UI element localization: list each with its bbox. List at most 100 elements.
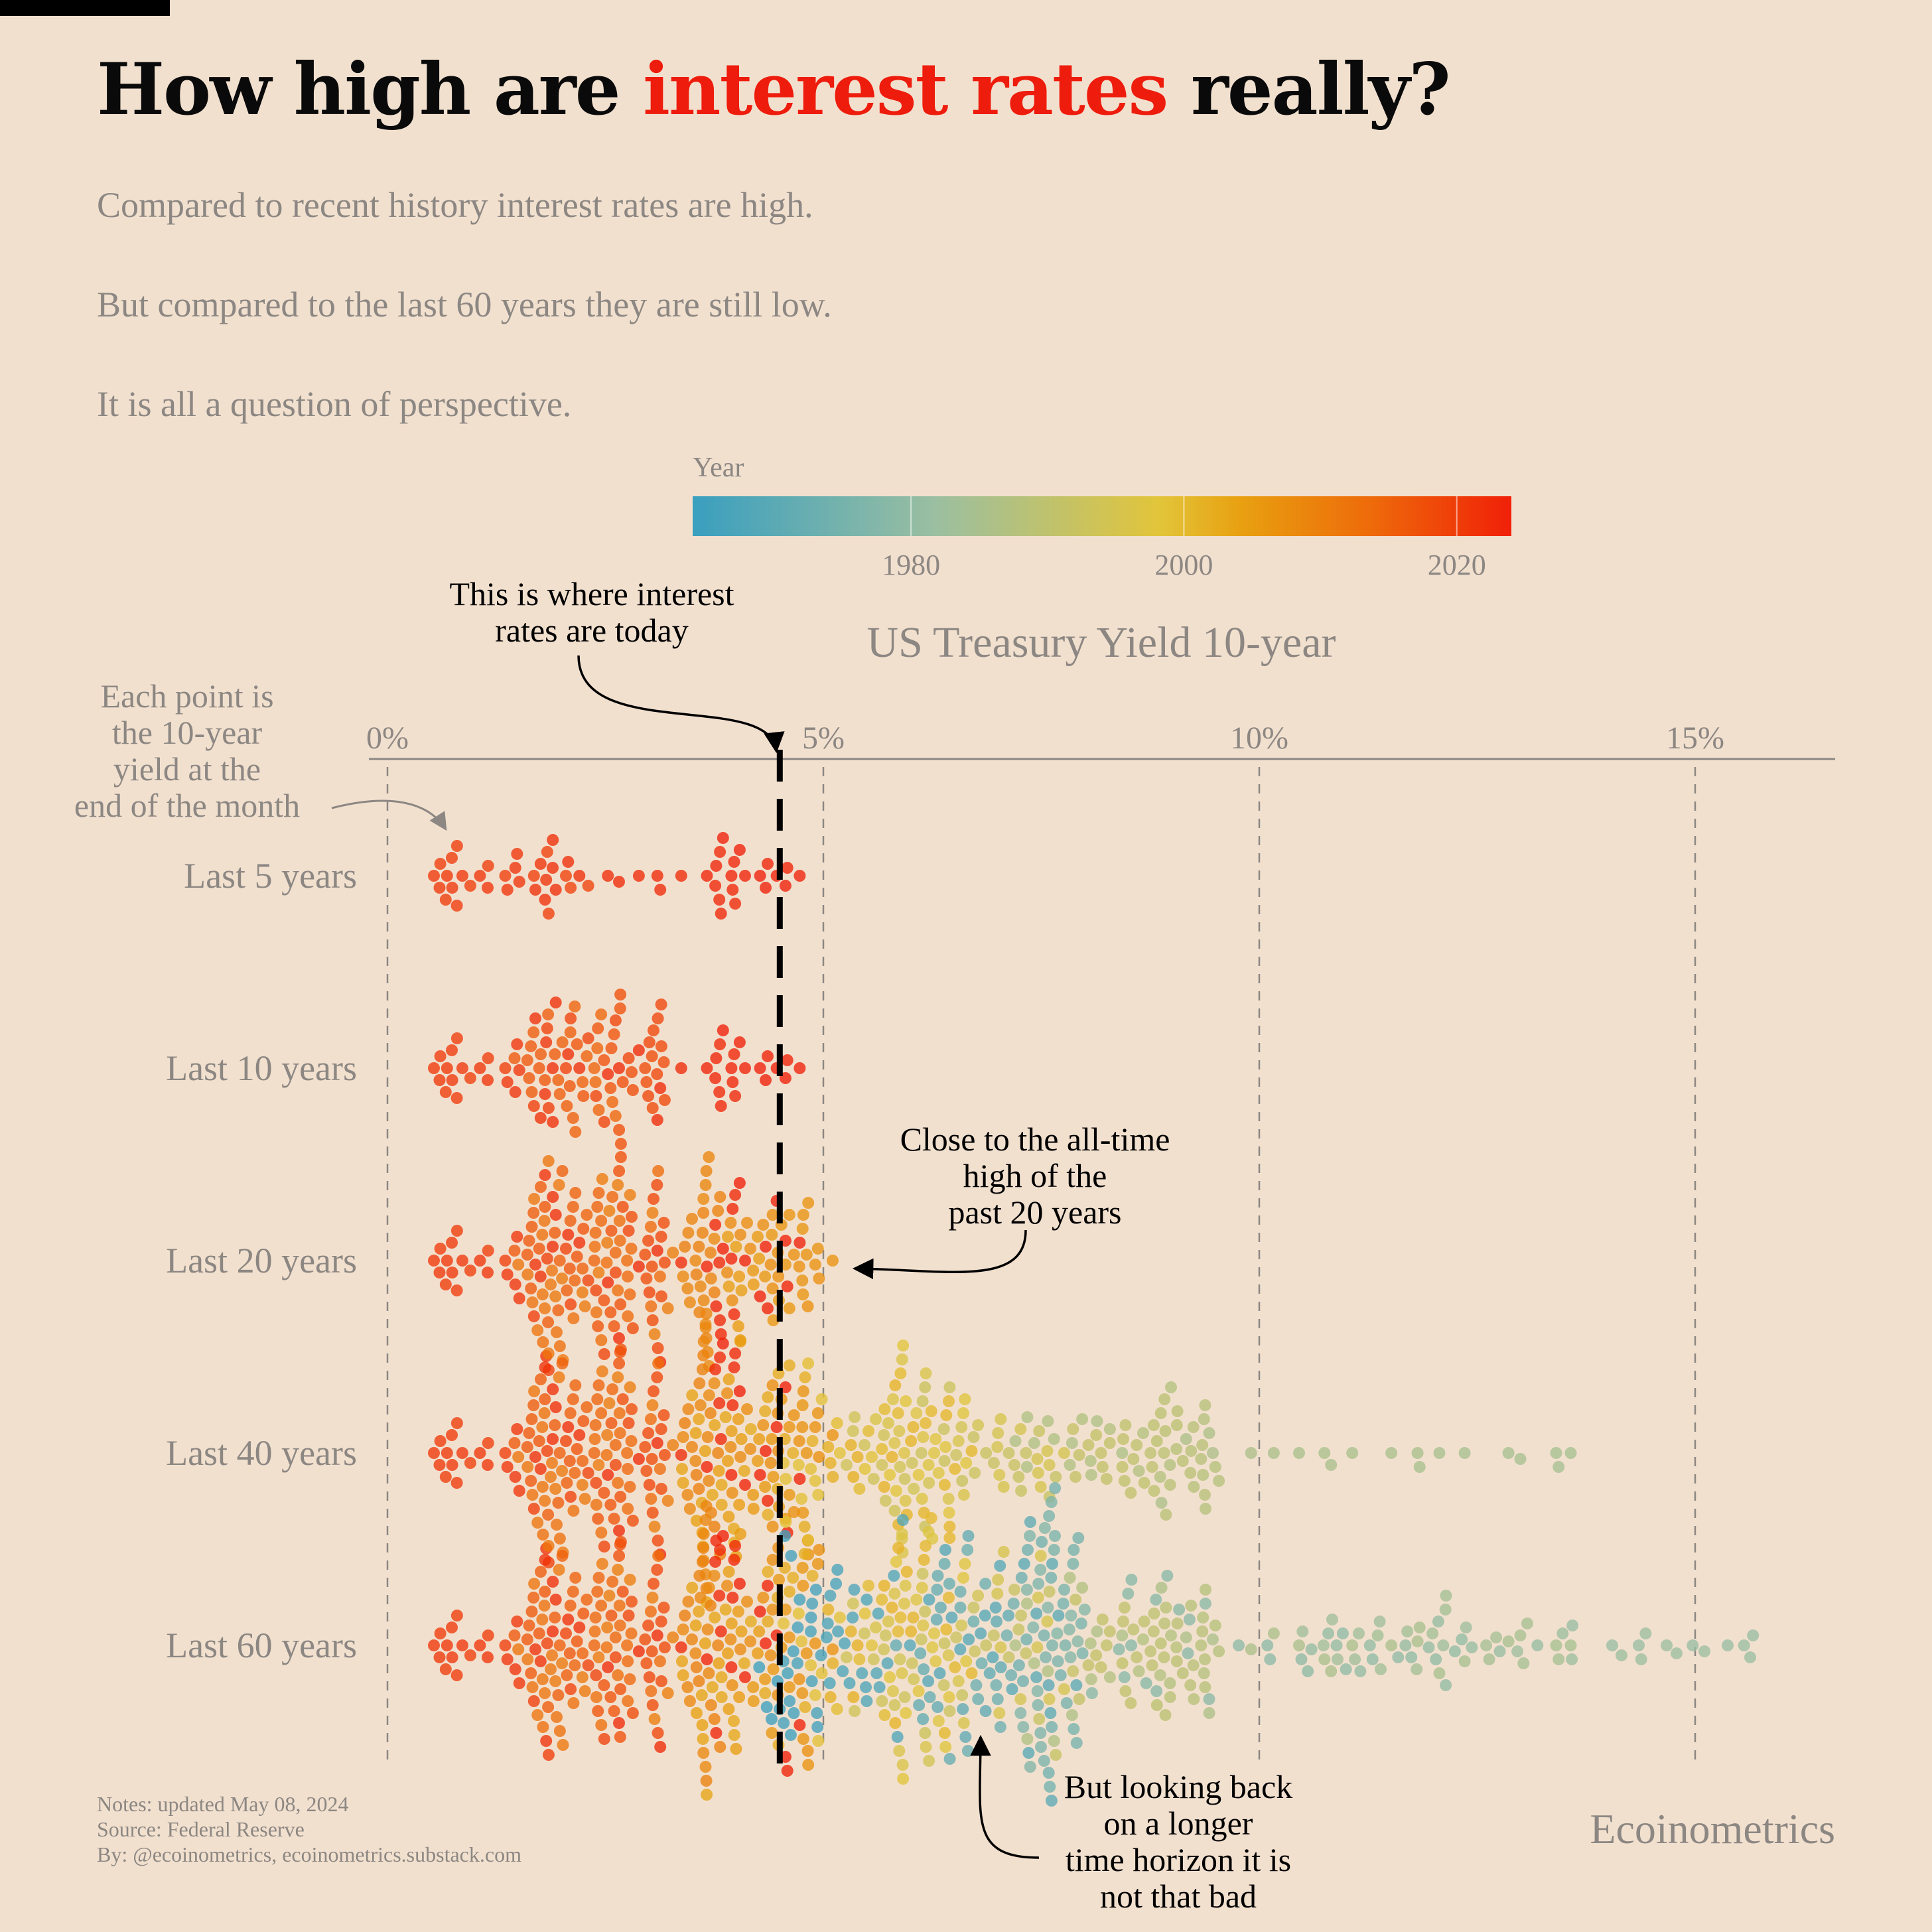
data-point (446, 1459, 458, 1471)
data-point (632, 1645, 645, 1657)
data-point (1566, 1620, 1579, 1631)
data-point (939, 1741, 952, 1753)
data-point (646, 1453, 658, 1465)
data-point (512, 1259, 525, 1271)
data-point (831, 1564, 844, 1576)
data-point (714, 1038, 726, 1050)
data-point (677, 1669, 689, 1681)
data-point (714, 846, 726, 858)
data-point (1045, 1572, 1058, 1584)
data-point (704, 1407, 717, 1419)
data-point (652, 1535, 664, 1547)
data-point (661, 1687, 674, 1699)
data-point (1034, 1550, 1047, 1562)
data-point (888, 1570, 900, 1582)
data-point (890, 1556, 902, 1568)
data-point (1293, 1639, 1305, 1651)
data-point (867, 1473, 880, 1485)
data-point (1187, 1659, 1200, 1671)
data-point (853, 1653, 866, 1665)
data-point (811, 1243, 824, 1255)
data-point (908, 1673, 920, 1685)
data-point (879, 1629, 892, 1641)
data-point (991, 1441, 1004, 1453)
data-point (581, 1401, 593, 1413)
data-point (1159, 1425, 1172, 1437)
data-point (1480, 1639, 1493, 1651)
data-point (689, 1620, 702, 1631)
data-point (882, 1417, 894, 1429)
data-point (567, 1505, 580, 1517)
data-point (772, 1271, 785, 1282)
year-color-legend: Year 1980 2000 2020 (693, 452, 1511, 581)
data-point (760, 1637, 772, 1649)
data-point (886, 1602, 898, 1614)
data-point (762, 1302, 774, 1314)
data-point (531, 1324, 544, 1336)
data-point (525, 1086, 538, 1098)
data-point (991, 1616, 1002, 1627)
data-point (651, 1629, 663, 1641)
data-point (428, 1255, 440, 1267)
data-point (508, 1052, 521, 1064)
data-point (1176, 1455, 1189, 1467)
data-point (563, 1263, 576, 1275)
data-point (787, 1572, 799, 1584)
data-point (849, 1705, 861, 1717)
data-point (697, 1336, 710, 1347)
data-point (648, 1328, 661, 1340)
data-point (987, 1629, 1000, 1641)
data-point (682, 1227, 695, 1239)
data-point (571, 1635, 583, 1647)
data-point (799, 1371, 811, 1383)
data-point (728, 1048, 740, 1060)
data-point (1022, 1747, 1035, 1759)
data-point (710, 1300, 723, 1312)
data-point (598, 1348, 610, 1360)
data-point (600, 1449, 613, 1461)
data-point (1117, 1616, 1129, 1627)
data-point (591, 1201, 604, 1213)
data-point (888, 1588, 901, 1600)
data-point (541, 1253, 553, 1265)
data-point (994, 1721, 1006, 1733)
data-point (527, 1207, 540, 1219)
data-point (1564, 1639, 1577, 1651)
data-point (1095, 1447, 1107, 1459)
data-point (695, 1689, 708, 1701)
data-point (1433, 1667, 1446, 1679)
data-point (547, 1383, 559, 1395)
data-point (730, 1241, 742, 1253)
data-point (605, 1417, 618, 1429)
data-point (1127, 1453, 1140, 1465)
data-point (523, 1620, 535, 1631)
data-point (1066, 1437, 1078, 1449)
data-point (922, 1675, 935, 1687)
data-point (576, 1479, 588, 1491)
data-point (926, 1641, 939, 1653)
data-point (1015, 1572, 1028, 1584)
data-point (916, 1493, 928, 1505)
data-point (773, 1574, 785, 1586)
data-point (1057, 1598, 1070, 1610)
data-point (1020, 1447, 1032, 1459)
data-point (701, 1062, 713, 1074)
data-point (767, 1471, 780, 1483)
data-point (595, 1334, 608, 1346)
data-point (446, 852, 458, 864)
data-point (536, 1421, 549, 1433)
data-point (861, 1695, 873, 1707)
data-point (938, 1727, 951, 1739)
data-point (827, 1643, 839, 1655)
data-point (535, 1181, 547, 1193)
data-point (957, 1703, 969, 1715)
data-point (709, 880, 722, 892)
data-point (560, 1627, 572, 1639)
data-point (809, 1584, 822, 1596)
data-point (805, 1463, 817, 1475)
data-point (890, 1485, 902, 1497)
data-point (815, 1649, 827, 1661)
data-point (614, 1344, 627, 1355)
data-point (606, 1096, 619, 1108)
data-point (474, 1062, 486, 1074)
